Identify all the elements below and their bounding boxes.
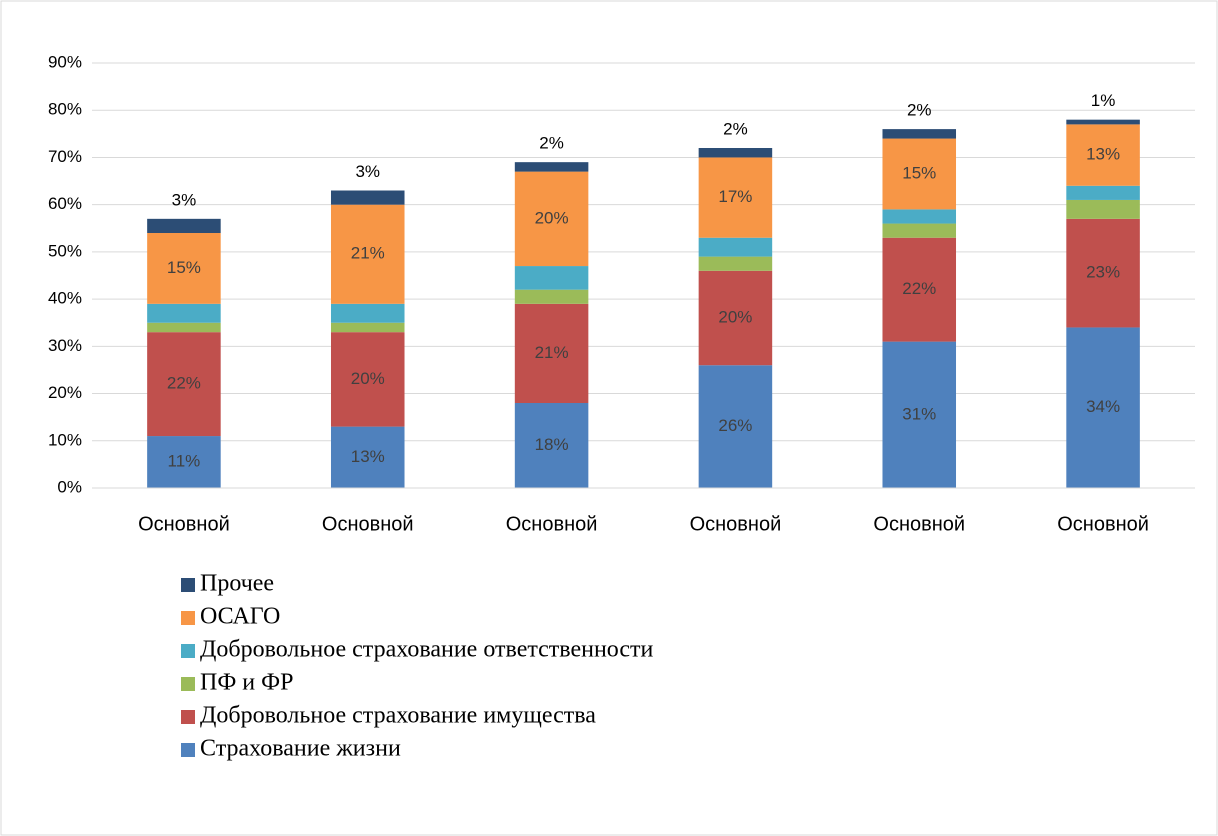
bar-segment [882, 341, 957, 488]
bar-segment [514, 403, 589, 488]
bar-segment [330, 322, 405, 333]
data-label: 22% [902, 279, 936, 298]
data-label: 15% [902, 163, 936, 182]
bar-segment [1066, 199, 1140, 219]
legend-label: Страхование жизни [200, 736, 401, 762]
data-label: 2% [907, 101, 932, 120]
bar-segment [514, 266, 589, 290]
legend-label: Добровольное страхование имущества [200, 703, 596, 729]
bar-segment [514, 162, 589, 172]
bar-segment [1066, 185, 1140, 200]
x-tick-label: Основной [506, 513, 598, 535]
bar-segment [147, 332, 221, 437]
bar-segment [514, 171, 589, 267]
bar-segment [514, 289, 589, 304]
bar-segment [147, 322, 221, 333]
y-tick-label: 40% [48, 289, 82, 308]
data-label: 3% [172, 190, 197, 209]
data-label: 2% [723, 119, 748, 138]
bar-segment [698, 365, 773, 488]
legend-swatch [181, 710, 195, 724]
bar-segment [1066, 327, 1140, 488]
legend-label: ОСАГО [200, 604, 280, 630]
bar-segment [1066, 218, 1140, 328]
data-label: 1% [1091, 91, 1116, 110]
y-tick-label: 30% [48, 336, 82, 355]
y-tick-label: 0% [57, 477, 82, 496]
bar-segment [1066, 119, 1140, 125]
bar-segment [698, 256, 773, 271]
data-label: 34% [1086, 397, 1120, 416]
bar-segment [882, 237, 957, 342]
x-tick-label: Основной [1057, 513, 1149, 535]
y-tick-label: 10% [48, 430, 82, 449]
y-tick-label: 90% [48, 52, 82, 71]
data-label: 17% [718, 187, 752, 206]
bar-segment [882, 223, 957, 238]
y-tick-label: 80% [48, 100, 82, 119]
bar-segment [147, 303, 221, 323]
data-label: 11% [168, 452, 201, 471]
bar-segment [882, 129, 957, 139]
data-label: 3% [355, 162, 380, 181]
legend-swatch [181, 743, 195, 757]
bar-segment [330, 332, 405, 427]
bar-segment [147, 233, 221, 304]
x-tick-label: Основной [138, 513, 230, 535]
bar-segment [514, 303, 589, 403]
bar-segment [1066, 124, 1140, 186]
data-label: 21% [535, 343, 569, 362]
legend-label: Прочее [200, 571, 274, 597]
x-tick-label: Основной [873, 513, 965, 535]
data-label: 18% [535, 435, 569, 454]
data-label: 26% [718, 416, 752, 435]
bar-segment [147, 436, 221, 488]
data-label: 13% [1086, 145, 1120, 164]
bar-segment [698, 148, 773, 158]
data-label: 20% [351, 369, 385, 388]
y-tick-label: 50% [48, 241, 82, 260]
bar-segment [330, 426, 405, 488]
bar-segment [330, 190, 405, 205]
y-tick-label: 60% [48, 194, 82, 213]
bar-segment [698, 237, 773, 257]
bar-segment [330, 204, 405, 304]
data-label: 23% [1086, 263, 1120, 282]
data-label: 20% [718, 307, 752, 326]
bar-segment [698, 157, 773, 238]
legend-swatch [181, 611, 195, 625]
legend-label: Добровольное страхование ответственности [200, 637, 654, 663]
bar-segment [882, 209, 957, 224]
bar-segment [882, 138, 957, 210]
data-label: 31% [902, 404, 936, 423]
y-tick-label: 70% [48, 147, 82, 166]
bar-segment [698, 270, 773, 366]
legend-label: ПФ и ФР [200, 670, 293, 696]
x-tick-label: Основной [690, 513, 782, 535]
y-tick-label: 20% [48, 383, 82, 402]
bar-segment [330, 303, 405, 323]
legend-swatch [181, 578, 195, 592]
data-label: 15% [167, 258, 201, 277]
data-label: 22% [167, 374, 201, 393]
data-label: 20% [535, 208, 569, 227]
legend-swatch [181, 677, 195, 691]
data-label: 13% [351, 447, 385, 466]
data-label: 21% [351, 244, 385, 263]
legend-swatch [181, 644, 195, 658]
bar-segment [147, 218, 221, 233]
data-label: 2% [539, 134, 564, 153]
x-tick-label: Основной [322, 513, 414, 535]
